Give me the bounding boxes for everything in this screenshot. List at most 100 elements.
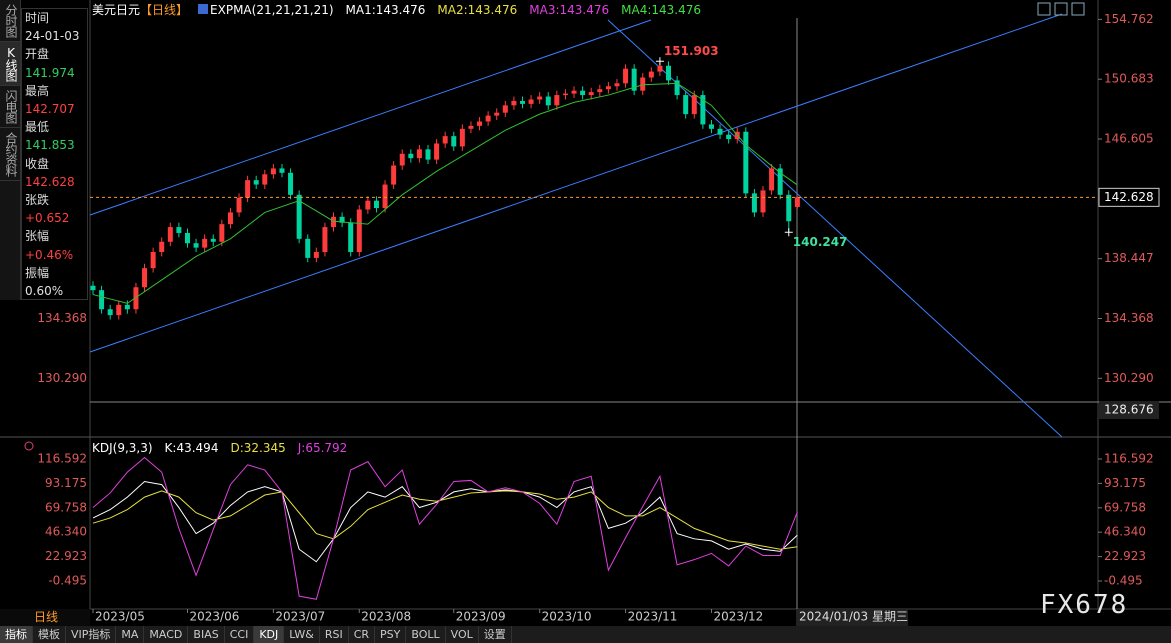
legend-item: MA2:143.476 bbox=[437, 3, 517, 17]
info-label: 收盘 bbox=[25, 156, 50, 171]
candle-body bbox=[142, 268, 148, 288]
y-tick-label: 93.175 bbox=[45, 476, 87, 490]
candle-body bbox=[528, 99, 534, 104]
icon[interactable] bbox=[1054, 2, 1068, 16]
candle-body bbox=[640, 77, 646, 91]
candle-body bbox=[708, 124, 714, 129]
indicator-icon[interactable] bbox=[198, 4, 208, 14]
sidebar-tab[interactable]: 合约资料 bbox=[0, 128, 20, 181]
candle-body bbox=[545, 96, 551, 106]
toolbar-button[interactable]: MACD bbox=[144, 626, 189, 643]
candle-body bbox=[786, 194, 792, 222]
toolbar-button[interactable]: 设置 bbox=[479, 626, 512, 643]
icon[interactable] bbox=[1071, 2, 1085, 16]
symbol: 美元日元 bbox=[92, 3, 140, 17]
sidebar-tab[interactable]: 分时图 bbox=[0, 0, 20, 42]
candle-body bbox=[442, 136, 448, 144]
y-tick-label: 93.175 bbox=[1104, 476, 1146, 490]
candle-body bbox=[537, 96, 543, 100]
candle-body bbox=[193, 243, 199, 248]
candle-body bbox=[416, 149, 422, 159]
toolbar-button[interactable]: BOLL bbox=[406, 626, 446, 643]
candle-body bbox=[391, 165, 397, 185]
candle-body bbox=[468, 125, 474, 129]
indicator: EXPMA(21,21,21,21) bbox=[210, 3, 334, 17]
candle-body bbox=[399, 153, 405, 166]
y-tick-label: 146.605 bbox=[1104, 132, 1154, 146]
candle-body bbox=[571, 90, 577, 94]
info-label: 张跌 bbox=[25, 193, 50, 208]
toolbar-button[interactable]: MA bbox=[116, 626, 145, 643]
extreme-label: 140.247 bbox=[793, 235, 848, 249]
x-tick-label: 2023/10 bbox=[542, 610, 592, 624]
candle-body bbox=[451, 136, 457, 147]
toolbar-button[interactable]: KDJ bbox=[254, 626, 285, 643]
candle-body bbox=[373, 200, 379, 209]
candle-body bbox=[236, 197, 242, 213]
trendline bbox=[89, 19, 652, 216]
candle-body bbox=[331, 216, 337, 228]
candle-body bbox=[588, 92, 594, 96]
candle-body bbox=[348, 222, 354, 253]
candle-body bbox=[494, 112, 500, 116]
candle-body bbox=[502, 105, 508, 113]
info-value: +0.652 bbox=[25, 211, 70, 226]
toolbar-button[interactable]: 指标 bbox=[0, 626, 33, 643]
toolbar-button[interactable]: BIAS bbox=[188, 626, 225, 643]
y-tick-label: 130.290 bbox=[37, 371, 87, 385]
toolbar-button[interactable]: CCI bbox=[225, 626, 255, 643]
candle-body bbox=[365, 200, 371, 210]
info-value: 141.853 bbox=[25, 138, 75, 153]
info-label: 时间 bbox=[25, 11, 50, 25]
sidebar-tabs: 分时图 K线图 闪电图 合约资料 bbox=[0, 0, 21, 300]
kdj-line bbox=[92, 480, 798, 563]
x-tick-label: 2023/06 bbox=[189, 610, 239, 624]
candle-body bbox=[597, 89, 603, 93]
top-icons[interactable] bbox=[1037, 2, 1085, 16]
toolbar-button[interactable]: LW& bbox=[284, 626, 320, 643]
toolbar-button[interactable]: RSI bbox=[320, 626, 349, 643]
crosshair-date-box bbox=[796, 609, 908, 626]
toolbar-button[interactable]: CR bbox=[349, 626, 376, 643]
indicator: KDJ(9,3,3) bbox=[92, 441, 153, 455]
kdj-line bbox=[92, 456, 798, 600]
candle-body bbox=[459, 128, 465, 147]
candle-body bbox=[382, 184, 388, 209]
sidebar-tab[interactable]: 闪电图 bbox=[0, 86, 20, 128]
crosshair-price: 128.676 bbox=[1104, 403, 1154, 417]
candle-body bbox=[253, 180, 259, 185]
sidebar-tab[interactable]: K线图 bbox=[0, 42, 20, 86]
toolbar-button[interactable]: VIP指标 bbox=[66, 626, 117, 643]
chart-header: 美元日元【日线】 EXPMA(21,21,21,21) MA1:143.476 MA2… bbox=[92, 3, 701, 17]
info-value: +0.46% bbox=[25, 247, 74, 262]
watermark: FX678 bbox=[1040, 590, 1129, 620]
y-tick-label: 130.290 bbox=[1104, 371, 1154, 385]
y-tick-label: 22.923 bbox=[45, 549, 87, 563]
toolbar-button[interactable]: 模板 bbox=[33, 626, 66, 643]
candle-body bbox=[726, 134, 732, 140]
legend-item: K:43.494 bbox=[165, 441, 219, 455]
candle-body bbox=[270, 168, 276, 175]
y-tick-label: 150.683 bbox=[1104, 72, 1154, 86]
extreme-marker bbox=[655, 57, 664, 66]
toolbar-button[interactable]: PSY bbox=[375, 626, 407, 643]
candle-body bbox=[150, 252, 156, 269]
candle-body bbox=[288, 172, 294, 195]
candle-body bbox=[794, 197, 800, 207]
kdj-icon[interactable] bbox=[24, 441, 34, 451]
last-price-box bbox=[1098, 187, 1160, 207]
info-label: 最低 bbox=[25, 120, 50, 135]
toolbar-button[interactable]: VOL bbox=[446, 626, 479, 643]
candle-body bbox=[90, 285, 96, 291]
candle-body bbox=[674, 80, 680, 96]
candle-body bbox=[227, 212, 233, 225]
x-tick-label: 2023/11 bbox=[628, 610, 678, 624]
icon[interactable] bbox=[1037, 2, 1051, 16]
y-tick-label: 46.340 bbox=[45, 525, 87, 539]
candle-body bbox=[666, 65, 672, 81]
candle-body bbox=[107, 309, 113, 316]
y-tick-label: 134.368 bbox=[37, 311, 87, 325]
candle-body bbox=[322, 227, 328, 253]
